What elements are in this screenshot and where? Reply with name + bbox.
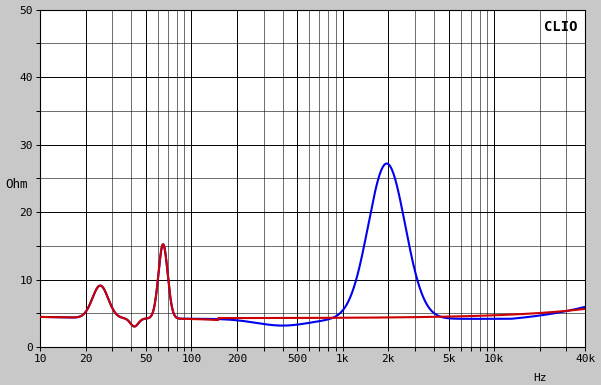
Text: CLIO: CLIO: [544, 20, 577, 33]
Y-axis label: Ohm: Ohm: [5, 178, 28, 191]
Text: Hz: Hz: [532, 373, 546, 383]
